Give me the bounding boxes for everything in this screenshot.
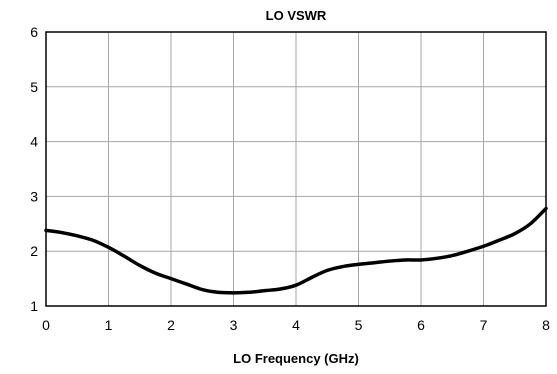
y-tick-label-3: 3 <box>30 188 38 204</box>
x-axis-title: LO Frequency (GHz) <box>233 351 359 366</box>
x-tick-label-0: 0 <box>42 317 50 333</box>
x-tick-label-2: 2 <box>167 317 175 333</box>
y-tick-label-2: 2 <box>30 243 38 259</box>
series-line-0 <box>44 206 548 295</box>
x-tick-label-8: 8 <box>542 317 550 333</box>
plot-frame <box>45 31 547 307</box>
series-layer <box>44 206 548 295</box>
x-tick-label-1: 1 <box>105 317 113 333</box>
x-tick-label-6: 6 <box>417 317 425 333</box>
y-tick-label-1: 1 <box>30 298 38 314</box>
x-tick-label-5: 5 <box>355 317 363 333</box>
y-tick-label-6: 6 <box>30 24 38 40</box>
x-tick-label-4: 4 <box>292 317 300 333</box>
grid-layer <box>45 31 547 307</box>
y-tick-label-5: 5 <box>30 79 38 95</box>
x-tick-labels: 0 1 2 3 4 5 6 7 8 <box>42 317 550 333</box>
y-tick-label-4: 4 <box>30 134 38 150</box>
chart-title: LO VSWR <box>266 8 327 23</box>
x-tick-label-3: 3 <box>230 317 238 333</box>
x-tick-label-7: 7 <box>480 317 488 333</box>
y-tick-labels: 1 2 3 4 5 6 <box>30 24 38 314</box>
